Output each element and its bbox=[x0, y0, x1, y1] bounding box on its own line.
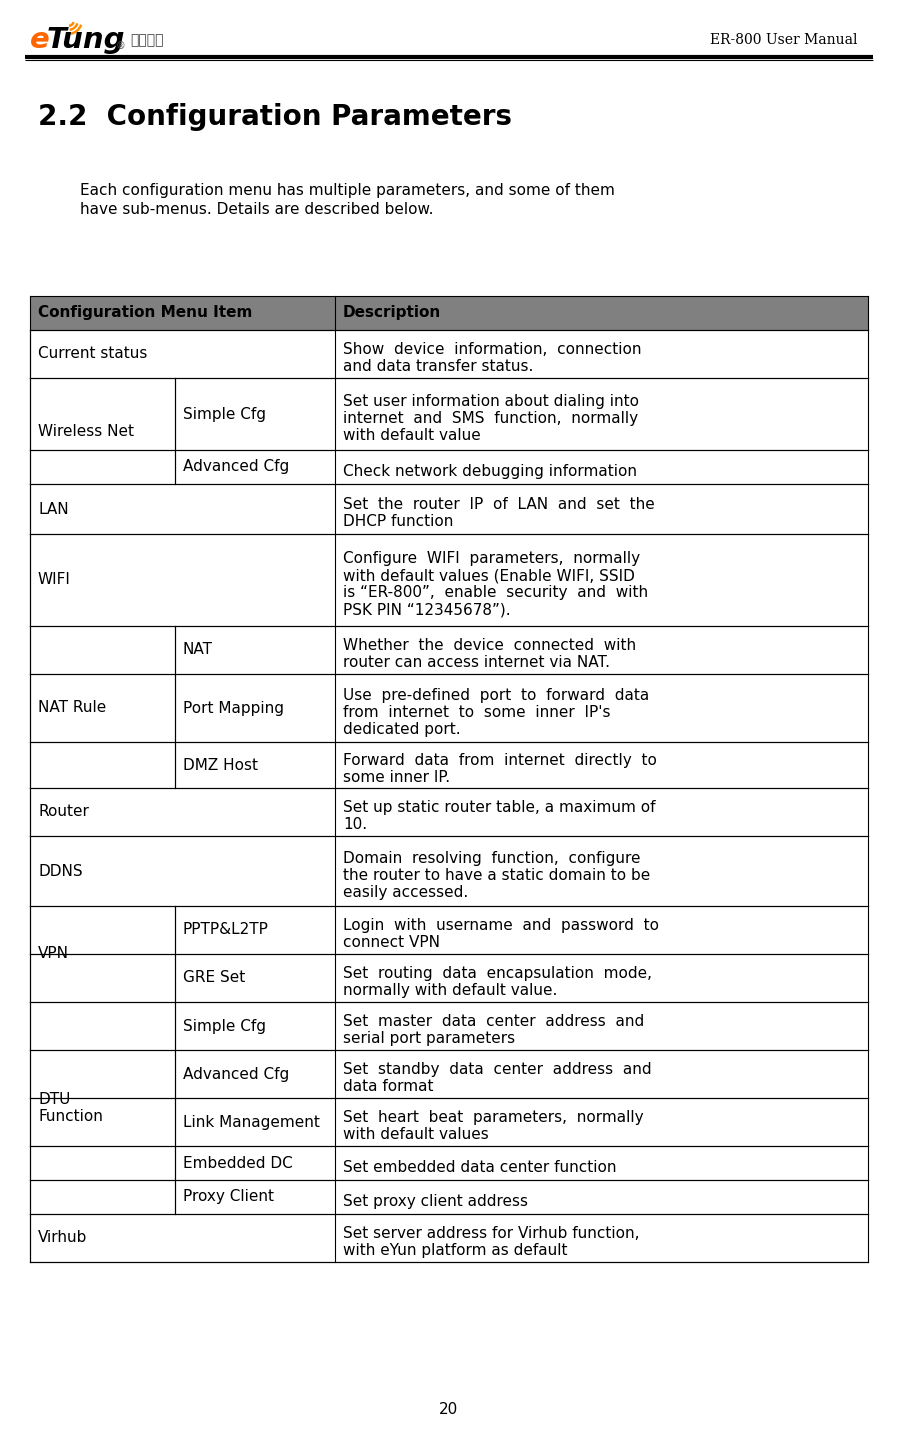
Text: LAN: LAN bbox=[38, 501, 68, 517]
Text: data format: data format bbox=[343, 1079, 434, 1095]
Text: Set  the  router  IP  of  LAN  and  set  the: Set the router IP of LAN and set the bbox=[343, 497, 655, 512]
Text: 20: 20 bbox=[439, 1402, 459, 1418]
Text: Configure  WIFI  parameters,  normally: Configure WIFI parameters, normally bbox=[343, 551, 640, 567]
Text: some inner IP.: some inner IP. bbox=[343, 770, 450, 786]
Text: normally with default value.: normally with default value. bbox=[343, 983, 558, 999]
Text: Link Management: Link Management bbox=[183, 1115, 320, 1129]
Text: PSK PIN “12345678”).: PSK PIN “12345678”). bbox=[343, 602, 511, 617]
Text: Wireless Net: Wireless Net bbox=[38, 424, 134, 438]
Text: e: e bbox=[30, 26, 49, 54]
Text: from  internet  to  some  inner  IP's: from internet to some inner IP's bbox=[343, 704, 611, 720]
Text: Forward  data  from  internet  directly  to: Forward data from internet directly to bbox=[343, 753, 656, 768]
Bar bbox=[30, 296, 868, 331]
Text: Embedded DC: Embedded DC bbox=[183, 1155, 293, 1171]
Text: NAT: NAT bbox=[183, 643, 213, 657]
Text: 2.2  Configuration Parameters: 2.2 Configuration Parameters bbox=[38, 103, 512, 132]
Text: dedicated port.: dedicated port. bbox=[343, 721, 461, 737]
Text: Login  with  username  and  password  to: Login with username and password to bbox=[343, 919, 659, 933]
Text: with default values: with default values bbox=[343, 1128, 489, 1142]
Text: Current status: Current status bbox=[38, 346, 147, 362]
Text: connect VPN: connect VPN bbox=[343, 936, 440, 950]
Text: 驿唐科技: 驿唐科技 bbox=[130, 33, 163, 47]
Text: ER-800 User Manual: ER-800 User Manual bbox=[710, 33, 858, 47]
Text: DTU
Function: DTU Function bbox=[38, 1092, 103, 1125]
Text: Configuration Menu Item: Configuration Menu Item bbox=[38, 305, 252, 321]
Text: VPN: VPN bbox=[38, 946, 69, 962]
Text: Description: Description bbox=[343, 305, 441, 321]
Text: Whether  the  device  connected  with: Whether the device connected with bbox=[343, 638, 636, 653]
Text: Set up static router table, a maximum of: Set up static router table, a maximum of bbox=[343, 800, 656, 816]
Text: Advanced Cfg: Advanced Cfg bbox=[183, 1066, 289, 1082]
Text: DHCP function: DHCP function bbox=[343, 514, 453, 529]
Text: DMZ Host: DMZ Host bbox=[183, 757, 258, 773]
Text: Set  routing  data  encapsulation  mode,: Set routing data encapsulation mode, bbox=[343, 966, 652, 982]
Text: Set embedded data center function: Set embedded data center function bbox=[343, 1159, 617, 1175]
Text: the router to have a static domain to be: the router to have a static domain to be bbox=[343, 867, 650, 883]
Text: Port Mapping: Port Mapping bbox=[183, 701, 284, 716]
Text: with default values (Enable WIFI, SSID: with default values (Enable WIFI, SSID bbox=[343, 568, 635, 584]
Text: Proxy Client: Proxy Client bbox=[183, 1189, 274, 1205]
Text: Tung: Tung bbox=[47, 26, 126, 54]
Text: have sub-menus. Details are described below.: have sub-menus. Details are described be… bbox=[80, 202, 434, 218]
Text: Advanced Cfg: Advanced Cfg bbox=[183, 459, 289, 475]
Text: Domain  resolving  function,  configure: Domain resolving function, configure bbox=[343, 851, 640, 866]
Text: Set  heart  beat  parameters,  normally: Set heart beat parameters, normally bbox=[343, 1110, 644, 1125]
Text: Simple Cfg: Simple Cfg bbox=[183, 406, 266, 422]
Text: internet  and  SMS  function,  normally: internet and SMS function, normally bbox=[343, 411, 638, 426]
Text: Set proxy client address: Set proxy client address bbox=[343, 1193, 528, 1209]
Text: router can access internet via NAT.: router can access internet via NAT. bbox=[343, 655, 610, 670]
Text: Set server address for Virhub function,: Set server address for Virhub function, bbox=[343, 1226, 639, 1241]
Text: Router: Router bbox=[38, 804, 89, 820]
Text: Check network debugging information: Check network debugging information bbox=[343, 464, 637, 479]
Text: is “ER-800”,  enable  security  and  with: is “ER-800”, enable security and with bbox=[343, 585, 648, 600]
Text: Show  device  information,  connection: Show device information, connection bbox=[343, 342, 641, 358]
Text: Each configuration menu has multiple parameters, and some of them: Each configuration menu has multiple par… bbox=[80, 183, 615, 197]
Text: PPTP&L2TP: PPTP&L2TP bbox=[183, 923, 269, 937]
Text: Simple Cfg: Simple Cfg bbox=[183, 1019, 266, 1033]
Text: 10.: 10. bbox=[343, 817, 367, 833]
Text: Use  pre-defined  port  to  forward  data: Use pre-defined port to forward data bbox=[343, 688, 649, 703]
Text: serial port parameters: serial port parameters bbox=[343, 1032, 515, 1046]
Text: with eYun platform as default: with eYun platform as default bbox=[343, 1244, 568, 1258]
Text: NAT Rule: NAT Rule bbox=[38, 700, 106, 714]
Text: Set  master  data  center  address  and: Set master data center address and bbox=[343, 1015, 644, 1029]
Text: easily accessed.: easily accessed. bbox=[343, 884, 468, 900]
Text: Virhub: Virhub bbox=[38, 1231, 87, 1245]
Text: Set user information about dialing into: Set user information about dialing into bbox=[343, 394, 639, 409]
Text: DDNS: DDNS bbox=[38, 863, 83, 879]
Text: WIFI: WIFI bbox=[38, 572, 71, 588]
Text: GRE Set: GRE Set bbox=[183, 970, 245, 986]
Text: ®: ® bbox=[116, 41, 126, 52]
Text: with default value: with default value bbox=[343, 428, 480, 442]
Text: Set  standby  data  center  address  and: Set standby data center address and bbox=[343, 1062, 652, 1078]
Text: and data transfer status.: and data transfer status. bbox=[343, 359, 533, 375]
